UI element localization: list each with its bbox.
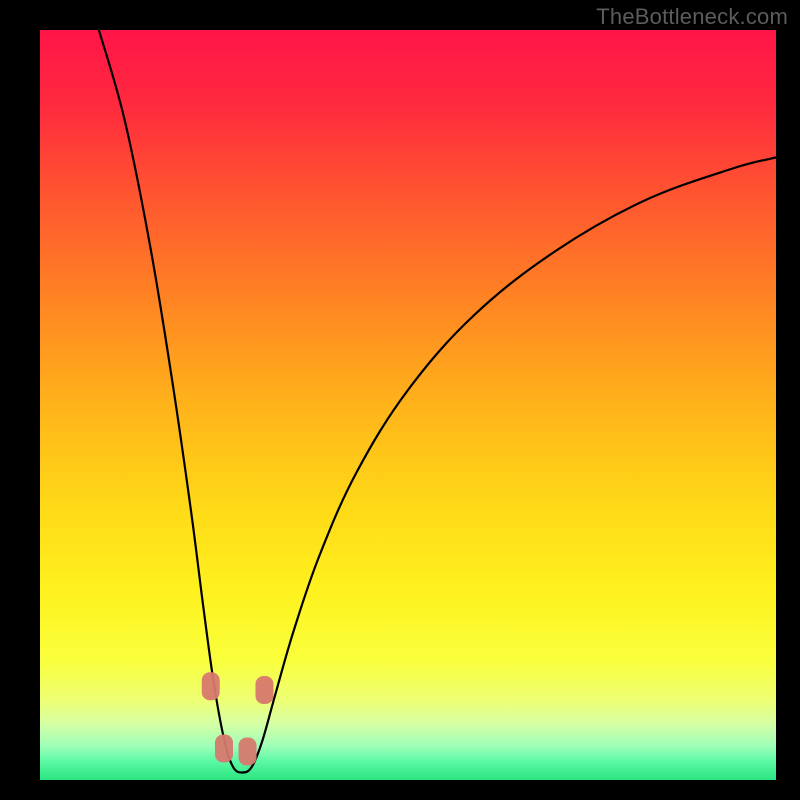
- bottleneck-chart: [0, 0, 800, 800]
- watermark-text: TheBottleneck.com: [596, 4, 788, 30]
- data-marker: [255, 676, 273, 704]
- chart-gradient-bg: [40, 30, 776, 780]
- data-marker: [215, 735, 233, 763]
- data-marker: [239, 738, 257, 766]
- data-marker: [202, 672, 220, 700]
